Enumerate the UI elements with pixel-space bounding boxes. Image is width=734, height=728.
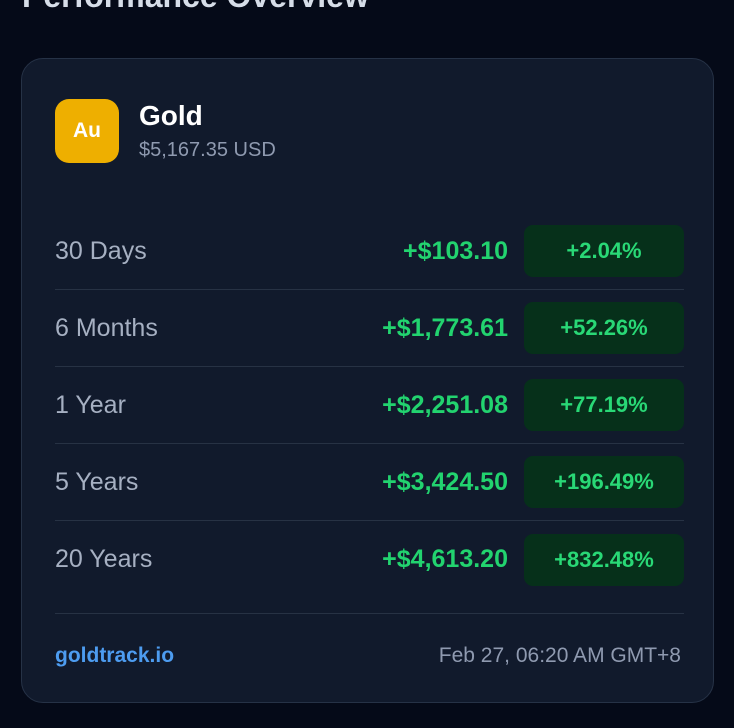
change-amount: +$103.10 [403, 236, 508, 265]
performance-row-20-years: 20 Years +$4,613.20 +832.48% [55, 521, 684, 598]
percent-badge: +2.04% [524, 225, 684, 277]
change-amount: +$2,251.08 [382, 390, 508, 419]
timestamp: Feb 27, 06:20 AM GMT+8 [438, 644, 681, 667]
period-label: 6 Months [55, 313, 158, 342]
period-label: 20 Years [55, 545, 153, 573]
performance-row-1-year: 1 Year +$2,251.08 +77.19% [55, 367, 684, 444]
percent-badge: +77.19% [524, 379, 684, 431]
change-amount: +$3,424.50 [382, 467, 508, 496]
period-label: 30 Days [55, 236, 147, 265]
period-label: 1 Year [55, 390, 126, 419]
change-amount: +$1,773.61 [382, 313, 508, 342]
footer-divider [55, 613, 684, 614]
source-link[interactable]: goldtrack.io [55, 644, 175, 667]
asset-price: $5,167.35 USD [139, 139, 276, 161]
performance-list: 30 Days +$103.10 +2.04% 6 Months +$1,773… [55, 213, 684, 598]
asset-name: Gold [139, 100, 203, 131]
page-title: Performance Overview [22, 0, 369, 15]
performance-card: Au Gold $5,167.35 USD 30 Days +$103.10 +… [21, 58, 714, 703]
asset-header: Au Gold $5,167.35 USD [55, 99, 276, 163]
gold-logo-icon: Au [55, 99, 119, 163]
performance-row-6-months: 6 Months +$1,773.61 +52.26% [55, 290, 684, 367]
percent-badge: +52.26% [524, 302, 684, 354]
performance-row-5-years: 5 Years +$3,424.50 +196.49% [55, 444, 684, 521]
percent-badge: +832.48% [524, 533, 684, 586]
percent-badge: +196.49% [524, 456, 684, 508]
period-label: 5 Years [55, 467, 139, 496]
change-amount: +$4,613.20 [382, 545, 508, 573]
performance-row-30-days: 30 Days +$103.10 +2.04% [55, 213, 684, 290]
